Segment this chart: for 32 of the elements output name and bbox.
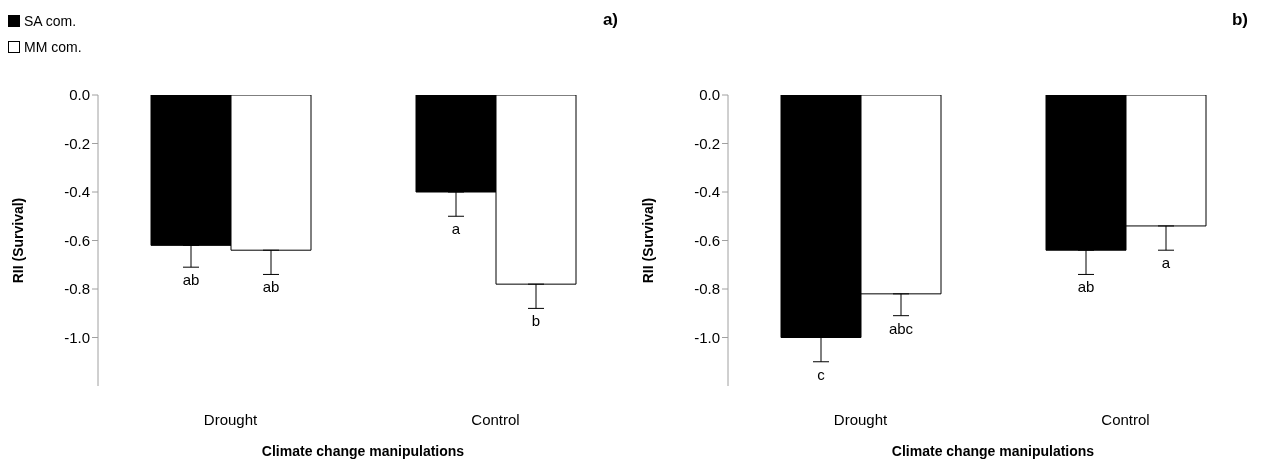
y-tick-label: -0.8: [694, 280, 720, 298]
y-tick-label: -1.0: [694, 328, 720, 346]
data-label: a: [451, 220, 461, 238]
y-tick-label: -0.6: [64, 231, 90, 249]
data-label: ab: [182, 271, 200, 289]
x-tick-label: Drought: [833, 410, 889, 428]
y-tick-label: -0.2: [64, 134, 90, 152]
y-tick-label: 0.0: [69, 86, 90, 104]
data-label: c: [817, 365, 826, 383]
chart-title: b): [1231, 10, 1248, 30]
x-tick-label: Control: [1101, 410, 1150, 428]
data-label: ab: [1077, 278, 1095, 296]
y-tick-label: -0.4: [694, 183, 720, 201]
x-tick-label: Control: [471, 410, 520, 428]
legend-label: MM com.: [24, 38, 82, 57]
x-tick-label: Drought: [203, 410, 259, 428]
chart-title: a): [602, 10, 618, 30]
x-axis-title: Climate change manipulations: [891, 443, 1095, 459]
y-tick-label: -0.6: [694, 231, 720, 249]
y-tick-label: -0.8: [64, 280, 90, 298]
x-axis-title: Climate change manipulations: [261, 443, 465, 459]
y-axis-title: RII (Survival): [9, 197, 26, 284]
y-tick-label: -0.4: [64, 183, 90, 201]
data-label: b: [531, 312, 541, 330]
legend-label: SA com.: [24, 12, 77, 31]
data-label: abc: [888, 319, 914, 337]
data-label: ab: [262, 278, 280, 296]
y-tick-label: 0.0: [699, 86, 720, 104]
y-tick-label: -1.0: [64, 328, 90, 346]
data-label: a: [1161, 254, 1171, 272]
y-tick-label: -0.2: [694, 134, 720, 152]
y-axis-title: RII (Survival): [639, 197, 656, 284]
